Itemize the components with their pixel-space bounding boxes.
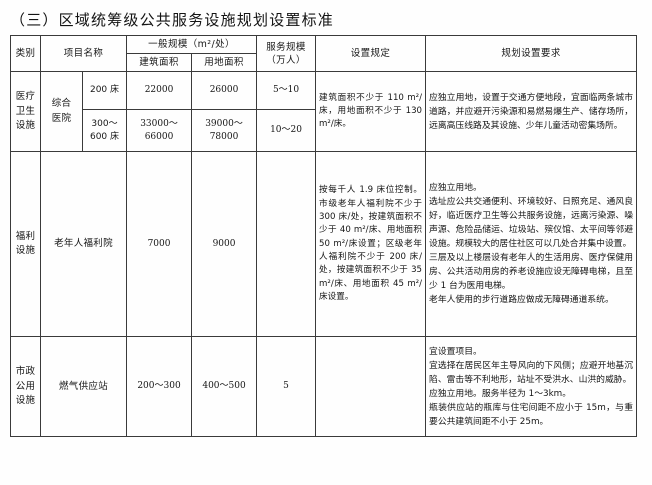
cell-building-area: 22000 [126,71,193,111]
cell-bed-scale: 300～600 床 [81,109,128,153]
requirement-paragraph: 瓶装供应站的瓶库与住宅间距不应小于 15m，与重要公共建筑间距不小于 25m。 [429,402,634,427]
cell-planning-requirements-municipal: 宜设置项目。 宜选择在居民区年主导风向的下风侧；应避开地基沉陷、雷击等不利地形，… [425,336,638,438]
project-name-line: 医院 [51,112,72,124]
header-category: 类别 [10,34,41,73]
cell-land-area: 400～500 [191,336,258,438]
cell-setting-rules-municipal [315,336,427,438]
requirement-paragraph: 三层及以上楼层设有老年人的生活用房、医疗保健用房、公共活动用房的养老设施应设无障… [429,253,634,292]
category-line: 市政 [15,366,36,378]
cell-category-welfare: 福利 设施 [10,151,41,338]
cell-land-area: 9000 [191,151,258,338]
header-land-area: 用地面积 [191,53,258,73]
header-service-scale: 服务规模 （万人） [256,34,317,73]
cell-category-municipal: 市政 公用 设施 [10,336,41,438]
cell-project-name-gas-station: 燃气供应站 [39,336,128,438]
header-planning-requirements: 规划设置要求 [425,34,638,73]
requirement-paragraph: 宜设置项目。 [429,346,482,357]
cell-bed-scale: 200 床 [81,71,128,111]
header-project-name: 项目名称 [39,34,128,73]
table-header: 类别 项目名称 一般规模（m²/处） 服务规模 （万人） 设置规定 规划设置要求… [10,34,638,73]
requirement-paragraph: 应独立用地。 [429,182,482,193]
cell-building-area: 200～300 [126,336,193,438]
requirement-paragraph: 老年人使用的步行道路应做成无障碍通道系统。 [429,295,614,306]
category-line: 设施 [15,119,36,131]
header-service-scale-line2: （万人） [266,54,306,66]
cell-planning-requirements-welfare: 应独立用地。 选址应公共交通便利、环境较好、日照充足、通风良好，临近医疗卫生等公… [425,151,638,338]
cell-setting-rules-medical: 建筑面积不少于 110 m²/床，用地面积不少于 130 m²/床。 [315,71,427,153]
requirement-paragraph: 宜选择在居民区年主导风向的下风侧；应避开地基沉陷、雷击等不利地形，站址不受洪水、… [429,360,634,385]
category-line: 福利 [15,230,36,242]
header-building-area: 建筑面积 [126,53,193,73]
table-row: 市政 公用 设施 燃气供应站 200～300 400～500 5 宜设置项目。 … [10,336,638,438]
header-row-top: 类别 项目名称 一般规模（m²/处） 服务规模 （万人） 设置规定 规划设置要求 [10,34,638,73]
table-row: 福利 设施 老年人福利院 7000 9000 按每千人 1.9 床位控制。市级老… [10,151,638,338]
project-name-line: 综合 [51,98,72,110]
requirement-paragraph: 应独立用地。服务半径为 1～3km。 [429,388,572,399]
cell-project-name-hospital: 综合 医院 [40,71,83,153]
requirement-paragraph: 选址应公共交通便利、环境较好、日照充足、通风良好，临近医疗卫生等公共服务设施，远… [429,197,634,250]
category-line: 设施 [15,394,36,406]
header-service-scale-line1: 服务规模 [266,41,306,53]
cell-service-scale [256,151,317,338]
table-body: 医疗 卫生 设施 综合 医院 200 床 22000 26000 5～10 建筑… [10,71,638,438]
cell-building-area: 7000 [126,151,193,338]
page-title: （三）区域统筹级公共服务设施规划设置标准 [10,11,335,29]
cell-planning-requirements-medical: 应独立用地，设置于交通方便地段，宜面临两条城市道路，并应避开污染源和易燃易爆生产… [425,71,638,153]
header-row-bottom: 建筑面积 用地面积 [11,53,637,73]
cell-service-scale: 10～20 [256,109,317,153]
category-line: 卫生 [15,105,36,117]
category-line: 设施 [15,245,36,257]
cell-land-area: 26000 [191,71,258,111]
cell-service-scale: 5～10 [256,71,317,111]
category-line: 公用 [15,380,36,392]
cell-service-scale: 5 [256,336,317,438]
cell-building-area: 33000～66000 [126,109,193,153]
planning-standards-table: 类别 项目名称 一般规模（m²/处） 服务规模 （万人） 设置规定 规划设置要求… [10,34,638,438]
cell-category-medical: 医疗 卫生 设施 [10,71,41,153]
header-general-scale: 一般规模（m²/处） [126,34,258,55]
header-setting-rules: 设置规定 [315,34,427,73]
cell-project-name-elderly-welfare: 老年人福利院 [39,151,128,338]
category-line: 医疗 [15,91,36,103]
table-row: 医疗 卫生 设施 综合 医院 200 床 22000 26000 5～10 建筑… [10,71,638,153]
cell-land-area: 39000～78000 [191,109,258,153]
cell-setting-rules-welfare: 按每千人 1.9 床位控制。市级老年人福利院不少于 300 床/处，按建筑面积不… [315,151,427,338]
